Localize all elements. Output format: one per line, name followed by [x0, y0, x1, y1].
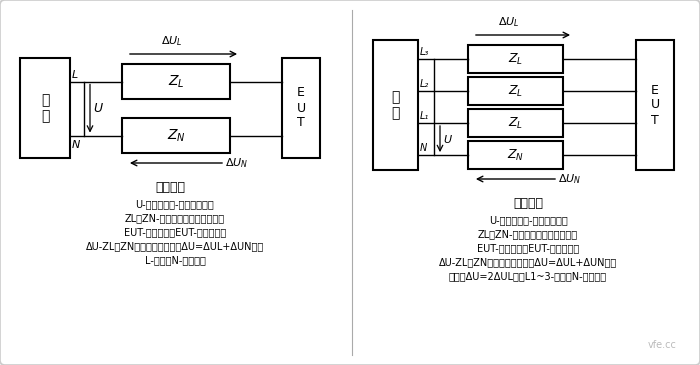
Text: N: N: [420, 143, 427, 153]
Bar: [468, 77, 563, 105]
Bar: [373, 40, 418, 170]
Text: L₂: L₂: [420, 79, 429, 89]
Bar: [122, 64, 230, 99]
Bar: [468, 141, 563, 169]
Text: $Z_L$: $Z_L$: [508, 51, 523, 66]
Text: E
U
T: E U T: [296, 87, 306, 130]
Text: 相间（ΔU=2ΔUL）；L1~3-相线；N-中性线。: 相间（ΔU=2ΔUL）；L1~3-相线；N-中性线。: [449, 271, 607, 281]
Text: 电
源: 电 源: [41, 93, 49, 123]
Text: $\Delta U_N$: $\Delta U_N$: [558, 172, 581, 186]
Text: $U$: $U$: [443, 133, 453, 145]
Text: N: N: [72, 139, 80, 150]
Text: $Z_N$: $Z_N$: [507, 147, 524, 162]
Text: $Z_N$: $Z_N$: [167, 127, 186, 144]
Text: L₃: L₃: [420, 47, 429, 57]
Bar: [468, 109, 563, 137]
Bar: [20, 58, 70, 158]
Text: E
U
T: E U T: [650, 84, 659, 127]
Bar: [282, 58, 320, 158]
Text: 单相设备: 单相设备: [155, 181, 185, 194]
Bar: [122, 118, 230, 153]
Text: vfe.cc: vfe.cc: [648, 340, 677, 350]
Bar: [636, 40, 674, 170]
Text: $Z_L$: $Z_L$: [508, 115, 523, 131]
Bar: [468, 45, 563, 73]
Text: $\Delta U_L$: $\Delta U_L$: [498, 15, 519, 29]
Text: L₁: L₁: [420, 111, 429, 121]
Text: $Z_L$: $Z_L$: [508, 84, 523, 99]
Text: 三相设备: 三相设备: [513, 197, 543, 210]
Text: EUT-受试设备；EUT-受试设备；: EUT-受试设备；EUT-受试设备；: [124, 227, 226, 237]
Text: ZL，ZN-导线及电流探头的阻抗；: ZL，ZN-导线及电流探头的阻抗；: [478, 229, 578, 239]
Text: ΔU-ZL和ZN上的电压降之和（ΔU=ΔUL+ΔUN）；: ΔU-ZL和ZN上的电压降之和（ΔU=ΔUL+ΔUN）；: [439, 257, 617, 267]
Text: ZL，ZN-导线及电流探头的阻抗；: ZL，ZN-导线及电流探头的阻抗；: [125, 213, 225, 223]
Text: 电
源: 电 源: [391, 90, 400, 120]
Text: U-电源的相线-中性线电压；: U-电源的相线-中性线电压；: [136, 199, 214, 209]
Text: L-相线；N-中性线。: L-相线；N-中性线。: [145, 255, 205, 265]
Text: EUT-受试设备；EUT-受试设备；: EUT-受试设备；EUT-受试设备；: [477, 243, 579, 253]
Text: $\Delta U_L$: $\Delta U_L$: [161, 34, 183, 48]
Text: ΔU-ZL和ZN上的电压降之和（ΔU=ΔUL+ΔUN）；: ΔU-ZL和ZN上的电压降之和（ΔU=ΔUL+ΔUN）；: [86, 241, 264, 251]
Text: U-电源的相线-中性线电压；: U-电源的相线-中性线电压；: [489, 215, 568, 225]
Text: $\Delta U_N$: $\Delta U_N$: [225, 156, 248, 170]
Text: $U$: $U$: [93, 102, 104, 115]
Text: $Z_L$: $Z_L$: [168, 73, 184, 90]
Text: L: L: [72, 69, 78, 80]
